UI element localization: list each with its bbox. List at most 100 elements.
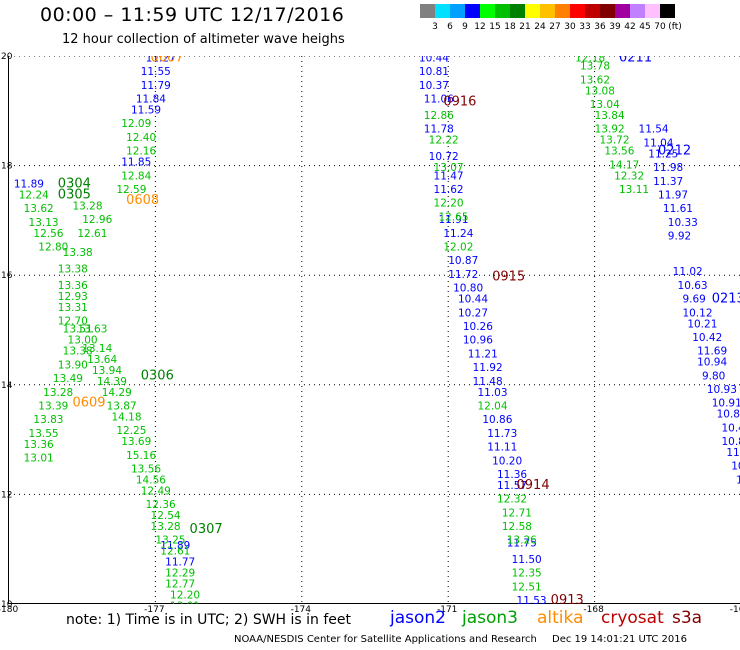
- color-scale-label: 9: [462, 22, 468, 32]
- jason3-swh-label: 12.77: [165, 579, 195, 591]
- jason2-swh-label: 10.42: [692, 332, 722, 344]
- color-scale-label: 3: [432, 22, 438, 32]
- jason3-swh-label: 13.78: [580, 61, 610, 73]
- color-swatch: [525, 4, 540, 18]
- jason3-swh-label: 13.07: [434, 162, 464, 174]
- footer-note: note: 1) Time is in UTC; 2) SWH is in fe…: [66, 612, 352, 628]
- jason2-swh-label: 11.47: [434, 170, 464, 182]
- jason3-swh-label: 12.84: [121, 170, 151, 182]
- color-swatch: [660, 4, 675, 18]
- jason2-swh-label: 11.91: [438, 214, 468, 226]
- pass-time-label: 0212: [658, 144, 691, 159]
- jason3-swh-label: 13.38: [63, 346, 93, 358]
- jason3-swh-label: 14.56: [136, 474, 166, 486]
- jason2-swh-label: 11.57: [497, 480, 527, 492]
- jason2-swh-label: 11.55: [141, 66, 171, 78]
- jason3-swh-label: 12.16: [126, 146, 156, 158]
- jason3-swh-label: 14.18: [111, 411, 141, 423]
- jason3-swh-label: 12.35: [512, 568, 542, 580]
- jason3-swh-label: 13.91: [170, 600, 200, 604]
- jason3-swh-label: 13.31: [58, 302, 88, 314]
- jason3-swh-label: 12.02: [443, 242, 473, 254]
- jason3-swh-label: 13.36: [58, 280, 88, 292]
- jason3-swh-label: 13.38: [63, 247, 93, 259]
- color-scale-label: 33: [579, 22, 591, 32]
- jason2-swh-label: 9.69: [682, 294, 705, 306]
- jason2-swh-label: 10.27: [458, 307, 488, 319]
- jason2-swh-label: 11.75: [507, 537, 537, 549]
- jason2-swh-label: 10.91: [712, 398, 740, 410]
- jason2-swh-label: 11.89: [14, 179, 44, 191]
- pass-time-label: 0916: [443, 94, 476, 109]
- jason3-swh-label: 13.51: [63, 324, 93, 336]
- color-swatch: [615, 4, 630, 18]
- jason2-swh-label: 10.26: [463, 321, 493, 333]
- color-scale-label: 27: [549, 22, 561, 32]
- color-scale-unit: (ft): [668, 22, 682, 32]
- generated-date: Dec 19 14:01:21 UTC 2016: [552, 634, 687, 645]
- jason3-swh-label: 12.58: [502, 521, 532, 533]
- jason3-swh-label: 14.29: [102, 387, 132, 399]
- jason2-swh-label: 11.62: [434, 184, 464, 196]
- jason3-swh-label: 12.29: [165, 568, 195, 580]
- pass-time-label: 0609: [72, 396, 105, 411]
- jason2-swh-label: 11.85: [121, 157, 151, 169]
- color-scale-label: 36: [594, 22, 606, 32]
- pass-time-label: 0913: [551, 593, 584, 604]
- jason3-swh-label: 12.65: [438, 211, 468, 223]
- jason2-swh-label: 9.80: [702, 370, 725, 382]
- jason3-swh-label: 13.11: [619, 184, 649, 196]
- color-swatch: [630, 4, 645, 18]
- jason3-swh-label: 13.49: [53, 373, 83, 385]
- color-swatch: [510, 4, 525, 18]
- jason2-swh-label: 11.73: [487, 428, 517, 440]
- jason3-swh-label: 13.92: [595, 124, 625, 136]
- jason2-swh-label: 11.92: [473, 362, 503, 374]
- color-swatch: [645, 4, 660, 18]
- color-swatch: [465, 4, 480, 18]
- credit-text: NOAA/NESDIS Center for Satellite Applica…: [234, 634, 537, 645]
- jason2-swh-label: 11.27: [146, 56, 176, 64]
- jason3-swh-label: 13.00: [68, 335, 98, 347]
- color-scale-label: 70: [654, 22, 666, 32]
- pass-time-label: 0608: [126, 193, 159, 208]
- jason3-swh-label: 12.40: [126, 132, 156, 144]
- jason3-swh-label: 13.83: [33, 414, 63, 426]
- jason2-swh-label: 10.86: [482, 414, 512, 426]
- jason3-swh-label: 12.51: [512, 581, 542, 593]
- jason2-swh-label: 10.20: [492, 455, 522, 467]
- color-scale-label: 45: [639, 22, 651, 32]
- jason2-swh-label: 11.04: [643, 137, 673, 149]
- jason3-swh-label: 12.25: [116, 425, 146, 437]
- pass-time-label: 0305: [58, 187, 91, 202]
- jason2-swh-label: 11.97: [658, 189, 688, 201]
- jason3-swh-label: 13.28: [72, 200, 102, 212]
- legend-jason3: jason3: [462, 608, 518, 628]
- color-swatch: [585, 4, 600, 18]
- jason2-swh-label: 11.77: [165, 557, 195, 569]
- jason2-swh-label: 11.03: [477, 387, 507, 399]
- jason3-swh-label: 12.20: [170, 590, 200, 602]
- jason3-swh-label: 13.55: [29, 428, 59, 440]
- jason3-swh-label: 13.13: [29, 217, 59, 229]
- jason2-swh-label: 11.72: [448, 269, 478, 281]
- jason2-swh-label: 11.25: [648, 148, 678, 160]
- jason2-swh-label: 11.59: [131, 105, 161, 117]
- jason3-swh-label: 14.17: [609, 159, 639, 171]
- jason2-swh-label: 11.37: [653, 176, 683, 188]
- jason2-swh-label: 11.06: [424, 94, 454, 106]
- jason3-swh-label: 13.62: [24, 203, 54, 215]
- jason2-swh-label: 11.53: [517, 595, 547, 604]
- jason3-swh-label: 13.62: [580, 74, 610, 86]
- jason3-swh-label: 13.26: [507, 535, 537, 547]
- x-tick-label: -180: [0, 605, 18, 615]
- pass-time-label: 0307: [190, 522, 223, 537]
- jason3-swh-label: 12.49: [141, 485, 171, 497]
- jason2-swh-label: 10.87: [448, 255, 478, 267]
- jason2-swh-label: 10.44: [458, 294, 488, 306]
- jason3-swh-label: 13.39: [38, 400, 68, 412]
- jason3-swh-label: 12.96: [82, 214, 112, 226]
- jason3-swh-label: 13.72: [599, 135, 629, 147]
- jason3-swh-label: 12.32: [614, 170, 644, 182]
